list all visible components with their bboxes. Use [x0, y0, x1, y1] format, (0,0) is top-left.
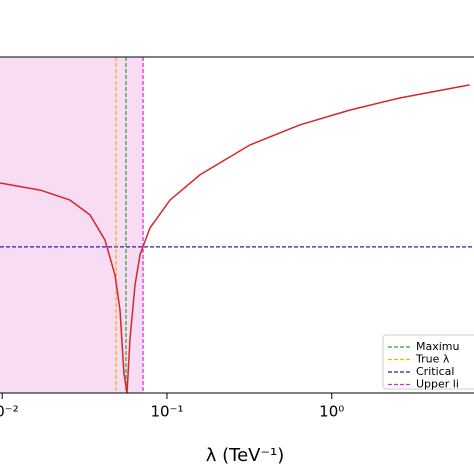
x-tick-label: 10⁻¹ [150, 403, 183, 421]
legend-label: Upper li [416, 378, 459, 391]
legend-label: Critical [416, 365, 454, 378]
legend-label: Maximu [416, 340, 459, 353]
x-tick-label: 10⁻² [0, 403, 19, 421]
legend-label: True λ [415, 353, 450, 366]
x-axis-label: λ (TeV⁻¹) [206, 445, 284, 466]
legend-box [382, 334, 474, 390]
shaded-region [0, 57, 144, 393]
data-line [0, 84, 470, 393]
x-tick-label: 10⁰ [319, 403, 344, 421]
plot-area [0, 57, 474, 393]
